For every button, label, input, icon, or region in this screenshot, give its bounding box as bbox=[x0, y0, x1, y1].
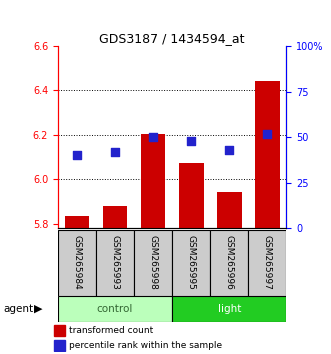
Bar bbox=[54, 325, 65, 336]
Bar bbox=[134, 230, 172, 296]
Bar bbox=[248, 230, 286, 296]
Bar bbox=[255, 81, 280, 228]
Bar bbox=[172, 296, 286, 322]
Title: GDS3187 / 1434594_at: GDS3187 / 1434594_at bbox=[99, 32, 245, 45]
Bar bbox=[217, 192, 242, 228]
Text: light: light bbox=[217, 304, 241, 314]
Bar bbox=[141, 134, 166, 228]
Text: control: control bbox=[97, 304, 133, 314]
Bar bbox=[58, 296, 172, 322]
Text: transformed count: transformed count bbox=[70, 326, 154, 335]
Bar bbox=[65, 216, 89, 228]
Point bbox=[74, 153, 79, 158]
Bar bbox=[54, 340, 65, 351]
Point bbox=[150, 135, 156, 140]
Bar bbox=[172, 230, 210, 296]
Text: agent: agent bbox=[3, 304, 33, 314]
Bar bbox=[96, 230, 134, 296]
Point bbox=[264, 131, 270, 136]
Point bbox=[112, 149, 118, 155]
Text: GSM265995: GSM265995 bbox=[187, 235, 196, 290]
Text: GSM265997: GSM265997 bbox=[263, 235, 272, 290]
Bar bbox=[103, 206, 127, 228]
Text: ▶: ▶ bbox=[34, 304, 42, 314]
Bar bbox=[58, 230, 96, 296]
Point bbox=[226, 147, 232, 153]
Text: GSM265984: GSM265984 bbox=[72, 235, 81, 290]
Text: GSM265998: GSM265998 bbox=[149, 235, 158, 290]
Bar bbox=[210, 230, 248, 296]
Text: GSM265993: GSM265993 bbox=[111, 235, 119, 290]
Text: GSM265996: GSM265996 bbox=[225, 235, 234, 290]
Bar bbox=[179, 163, 204, 228]
Text: percentile rank within the sample: percentile rank within the sample bbox=[70, 341, 222, 350]
Point bbox=[188, 138, 194, 144]
